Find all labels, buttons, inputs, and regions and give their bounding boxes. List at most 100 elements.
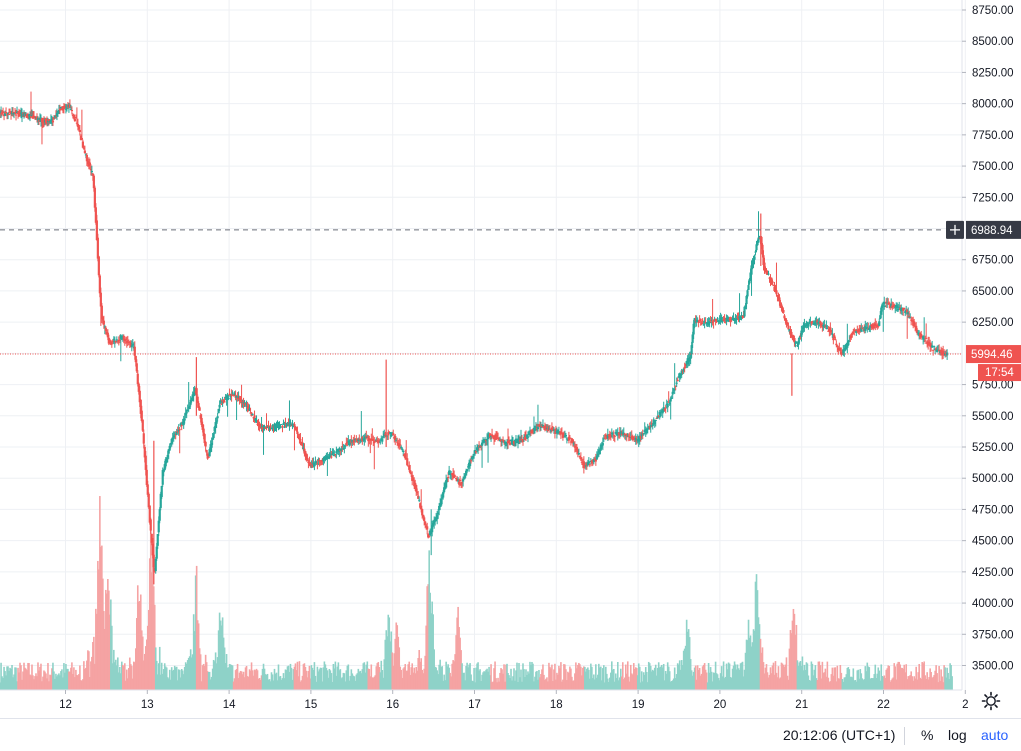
candle-body bbox=[692, 323, 695, 335]
candle-body bbox=[577, 453, 580, 455]
volume-bar bbox=[321, 681, 324, 690]
volume-bar bbox=[251, 670, 254, 690]
volume-bar bbox=[633, 668, 636, 690]
volume-bar bbox=[735, 669, 738, 690]
volume-bar bbox=[666, 662, 669, 690]
candle-body bbox=[733, 319, 736, 321]
volume-bar bbox=[291, 679, 294, 690]
volume-bar bbox=[63, 663, 65, 690]
candle-body bbox=[36, 118, 40, 121]
volume-bar bbox=[759, 638, 762, 690]
volume-bar bbox=[773, 674, 776, 690]
volume-bar bbox=[489, 675, 491, 690]
candle-body bbox=[191, 394, 194, 401]
candle-body bbox=[933, 346, 936, 348]
candle-body bbox=[810, 322, 813, 324]
volume-bar bbox=[905, 664, 908, 690]
candle-body bbox=[571, 439, 574, 444]
candle-body bbox=[226, 394, 229, 396]
volume-bar bbox=[245, 665, 248, 690]
timezone-clock[interactable]: 20:12:06 (UTC+1) bbox=[783, 727, 896, 743]
volume-bar bbox=[246, 676, 249, 690]
volume-bar bbox=[701, 666, 704, 690]
candle-body bbox=[418, 499, 421, 501]
gear-icon[interactable] bbox=[980, 690, 1002, 712]
volume-bar bbox=[654, 664, 657, 690]
candle-body bbox=[179, 423, 182, 426]
volume-bar bbox=[603, 665, 605, 690]
price-tick-label: 3500.00 bbox=[972, 661, 1014, 673]
candle-body bbox=[922, 336, 925, 340]
volume-bar bbox=[901, 667, 904, 690]
volume-bar bbox=[602, 668, 604, 690]
volume-bar bbox=[222, 637, 225, 690]
volume-bar bbox=[554, 663, 556, 690]
candle-body bbox=[843, 349, 846, 352]
candle-body bbox=[112, 338, 115, 340]
price-tick-label: 7750.00 bbox=[972, 130, 1014, 142]
candle-body bbox=[573, 445, 576, 448]
candle-body bbox=[290, 425, 293, 427]
candle-body bbox=[88, 162, 91, 166]
volume-bar bbox=[283, 678, 286, 690]
volume-bar bbox=[617, 680, 620, 690]
volume-bar bbox=[731, 668, 734, 690]
volume-bar bbox=[282, 673, 285, 690]
volume-bar bbox=[695, 679, 698, 690]
volume-bar bbox=[628, 681, 631, 690]
auto-scale-button[interactable]: auto bbox=[981, 727, 1009, 743]
candle-body bbox=[896, 305, 899, 308]
candle-body bbox=[169, 443, 172, 445]
volume-bar bbox=[729, 677, 732, 690]
candle-body bbox=[140, 410, 143, 421]
volume-bar bbox=[106, 593, 108, 690]
volume-bar bbox=[540, 674, 542, 690]
volume-bar bbox=[173, 665, 176, 690]
candle-body bbox=[500, 441, 504, 443]
candle-body bbox=[793, 338, 796, 343]
candle-body bbox=[201, 424, 204, 430]
candle-body bbox=[213, 426, 216, 432]
volume-bar bbox=[736, 664, 739, 690]
volume-bar bbox=[893, 663, 896, 690]
candle-body bbox=[368, 438, 371, 440]
volume-bar bbox=[656, 667, 659, 690]
volume-bar bbox=[834, 667, 837, 690]
candle-body bbox=[188, 405, 191, 410]
chart-area[interactable]: 8750.00 8500.00 8250.00 8000.00 7750.00 7500.… bbox=[0, 0, 1021, 718]
candle-body bbox=[372, 438, 375, 441]
candle-body bbox=[920, 333, 923, 337]
candle-body bbox=[214, 422, 217, 429]
volume-bar bbox=[805, 662, 808, 690]
candle-body bbox=[309, 463, 312, 466]
candle-body bbox=[531, 429, 535, 432]
volume-bar bbox=[288, 671, 291, 690]
volume-bar bbox=[445, 661, 447, 690]
candle-body bbox=[514, 438, 518, 442]
volume-bar bbox=[124, 663, 126, 690]
volume-bar bbox=[136, 585, 139, 690]
candle-body bbox=[847, 341, 850, 346]
volume-bar bbox=[919, 677, 921, 690]
candle-body bbox=[280, 424, 283, 426]
volume-bar bbox=[342, 672, 345, 690]
percent-scale-button[interactable]: % bbox=[921, 727, 934, 743]
volume-bar bbox=[799, 661, 802, 690]
log-scale-button[interactable]: log bbox=[948, 727, 967, 743]
candle-body bbox=[342, 448, 345, 450]
volume-bar bbox=[100, 546, 102, 690]
volume-bar bbox=[370, 664, 373, 690]
volume-bar bbox=[406, 670, 409, 690]
volume-bar bbox=[740, 662, 743, 690]
price-chart[interactable]: 8750.008500.008250.008000.007750.007500.… bbox=[0, 0, 1021, 718]
volume-bar bbox=[606, 673, 608, 690]
volume-bar bbox=[113, 649, 115, 690]
volume-bar bbox=[492, 681, 494, 690]
volume-bar bbox=[15, 667, 17, 690]
volume-bar bbox=[295, 670, 298, 690]
volume-bar bbox=[188, 656, 191, 690]
volume-bar bbox=[171, 670, 174, 690]
volume-bar bbox=[779, 677, 782, 690]
volume-bar bbox=[325, 667, 328, 690]
volume-bar bbox=[239, 670, 242, 690]
